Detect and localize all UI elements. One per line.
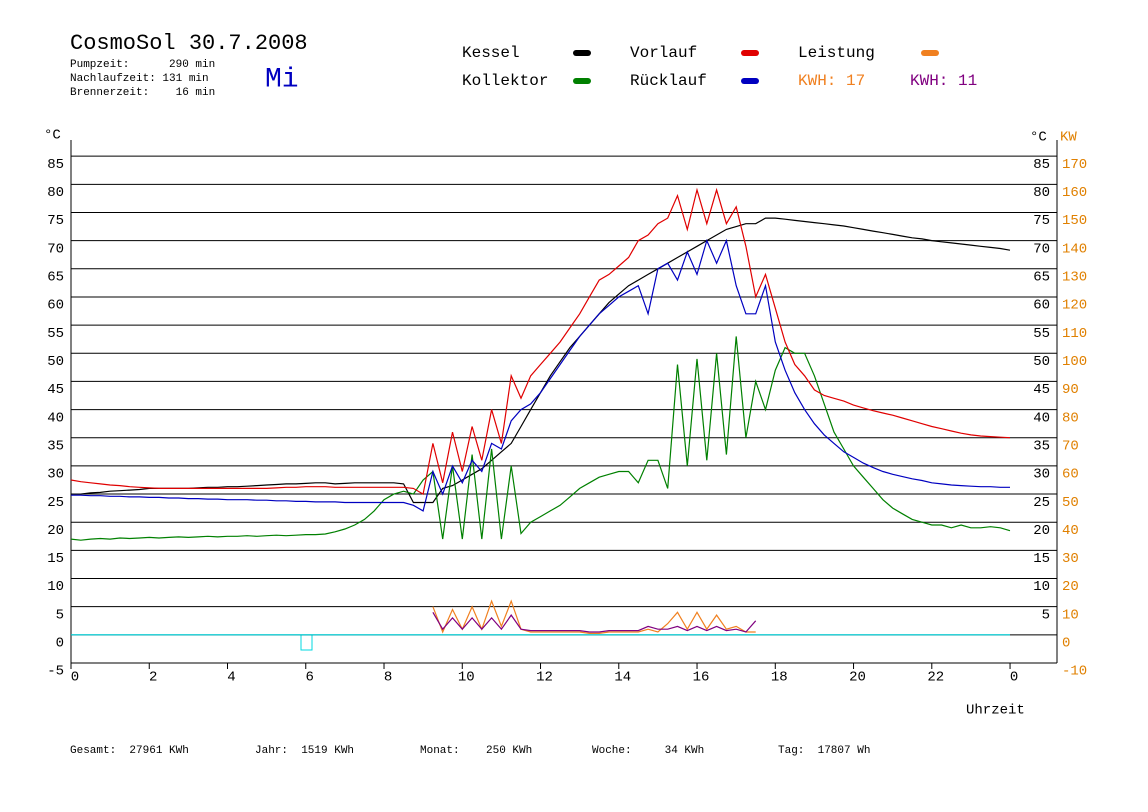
y-tick-label: 45 [47, 382, 64, 398]
y-tick-label: 10 [47, 579, 64, 595]
x-tick-label: 0 [71, 670, 79, 686]
y2-tick-label: 20 [1062, 579, 1079, 595]
x-tick-label: 20 [849, 670, 866, 686]
x-tick-label: 12 [536, 670, 553, 686]
footer-item: Monat: 250 KWh [420, 745, 532, 757]
y2-tick-label: 170 [1062, 157, 1087, 173]
info-line: Pumpzeit: 290 min [70, 59, 215, 71]
legend-label: Rücklauf [630, 72, 707, 90]
series-line [432, 611, 757, 633]
y2-tick-label: 140 [1062, 241, 1087, 257]
y2-tick-label: 30 [1062, 551, 1079, 567]
footer-item: Jahr: 1519 KWh [255, 745, 354, 757]
series-line [70, 187, 1011, 496]
x-tick-label: 22 [927, 670, 944, 686]
y-right-tick-label: 15 [1033, 551, 1050, 567]
y-tick-label: 60 [47, 298, 64, 314]
x-tick-label: 6 [306, 670, 314, 686]
series-line [70, 336, 1011, 541]
info-line: Nachlaufzeit: 131 min [70, 73, 209, 85]
y-axis-label: °C [44, 128, 61, 144]
weekday: Mi [265, 64, 299, 95]
y2-tick-label: -10 [1062, 664, 1087, 680]
x-tick-label: 4 [227, 670, 235, 686]
y-tick-label: 75 [47, 213, 64, 229]
y-tick-label: 20 [47, 523, 64, 539]
y-right-tick-label: 80 [1033, 185, 1050, 201]
x-tick-label: 18 [771, 670, 788, 686]
y-tick-label: 80 [47, 185, 64, 201]
y-right-tick-label: 55 [1033, 326, 1050, 342]
y2-axis-label: KW [1060, 130, 1077, 146]
y-right-tick-label: 35 [1033, 438, 1050, 454]
y2-tick-label: 130 [1062, 269, 1087, 285]
kwh-label: KWH: 11 [910, 72, 977, 90]
y-tick-label: 15 [47, 551, 64, 567]
y-right-tick-label: 10 [1033, 579, 1050, 595]
y2-tick-label: 90 [1062, 382, 1079, 398]
kwh-label: KWH: 17 [798, 72, 865, 90]
y-tick-label: 30 [47, 467, 64, 483]
footer-item: Tag: 17807 Wh [778, 745, 870, 757]
y2-tick-label: 150 [1062, 213, 1087, 229]
series-line [71, 238, 1010, 512]
x-axis-label: Uhrzeit [966, 703, 1025, 719]
y2-tick-label: 110 [1062, 326, 1087, 342]
y-tick-label: 0 [56, 636, 64, 652]
y-right-tick-label: 20 [1033, 523, 1050, 539]
y-tick-label: 85 [47, 157, 64, 173]
y-right-tick-label: 60 [1033, 298, 1050, 314]
y2-tick-label: 40 [1062, 523, 1079, 539]
series-line [432, 599, 756, 634]
legend-label: Leistung [798, 44, 875, 62]
y2-tick-label: 10 [1062, 607, 1079, 623]
y-right-tick-label: 85 [1033, 157, 1050, 173]
y2-tick-label: 80 [1062, 410, 1079, 426]
y-right-tick-label: 50 [1033, 354, 1050, 370]
y-right-tick-label: 45 [1033, 382, 1050, 398]
y-right-tick-label: 30 [1033, 467, 1050, 483]
series-line [71, 217, 1011, 504]
info-line: Brennerzeit: 16 min [70, 87, 215, 99]
chart-title: CosmoSol 30.7.2008 [70, 31, 308, 56]
y2-tick-label: 100 [1062, 354, 1087, 370]
y2-tick-label: 50 [1062, 495, 1079, 511]
x-tick-label: 0 [1010, 670, 1018, 686]
footer-item: Gesamt: 27961 KWh [70, 745, 189, 757]
y-tick-label: 70 [47, 241, 64, 257]
x-tick-label: 10 [458, 670, 475, 686]
y-right-tick-label: 5 [1042, 607, 1050, 623]
y2-tick-label: 60 [1062, 467, 1079, 483]
y-tick-label: -5 [47, 664, 64, 680]
x-tick-label: 14 [614, 670, 631, 686]
legend-label: Vorlauf [630, 44, 697, 62]
y-tick-label: 50 [47, 354, 64, 370]
marker-box [300, 634, 313, 651]
y-tick-label: 65 [47, 269, 64, 285]
y2-tick-label: 70 [1062, 438, 1079, 454]
y2-tick-label: 160 [1062, 185, 1087, 201]
footer-item: Woche: 34 KWh [592, 745, 704, 757]
y-tick-label: 35 [47, 438, 64, 454]
x-tick-label: 2 [149, 670, 157, 686]
y2-tick-label: 120 [1062, 298, 1087, 314]
y-right-tick-label: 25 [1033, 495, 1050, 511]
y-tick-label: 5 [56, 607, 64, 623]
y-right-tick-label: 75 [1033, 213, 1050, 229]
legend-label: Kessel [462, 44, 520, 62]
y2-tick-label: 0 [1062, 636, 1070, 652]
y-tick-label: 55 [47, 326, 64, 342]
y-right-tick-label: 70 [1033, 241, 1050, 257]
y-tick-label: 25 [47, 495, 64, 511]
y2-unit-label: °C [1030, 130, 1047, 146]
legend-label: Kollektor [462, 72, 548, 90]
x-tick-label: 16 [693, 670, 710, 686]
y-right-tick-label: 65 [1033, 269, 1050, 285]
x-tick-label: 8 [384, 670, 392, 686]
y-right-tick-label: 40 [1033, 410, 1050, 426]
y-tick-label: 40 [47, 410, 64, 426]
